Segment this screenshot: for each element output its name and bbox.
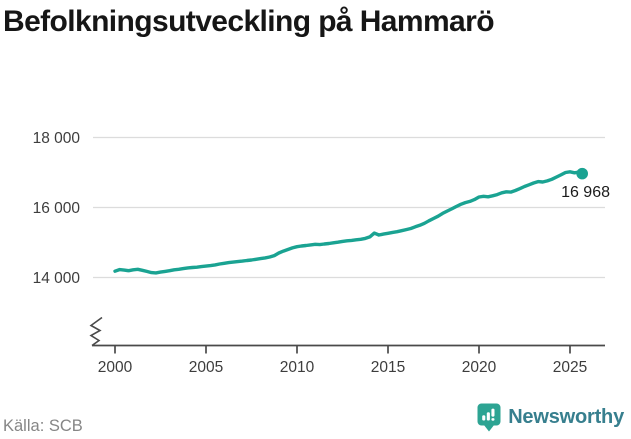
- x-tick-label: 2015: [371, 359, 405, 376]
- branding-name: Newsworthy: [508, 406, 624, 428]
- x-tick-label: 2020: [462, 359, 497, 376]
- x-tick-label: 2005: [189, 359, 223, 376]
- bar-medium: [486, 412, 491, 421]
- last-value-label: 16 968: [561, 184, 610, 201]
- population-line: [113, 170, 584, 275]
- bar-short: [482, 415, 486, 421]
- y-tick-label: 16 000: [33, 200, 81, 217]
- x-tick-label: 2025: [553, 359, 587, 376]
- y-tick-label: 14 000: [33, 270, 81, 287]
- axis-break-zigzag: [89, 316, 103, 347]
- page-title: Befolkningsutveckling på Hammarö: [3, 5, 495, 38]
- exclamation-dot: [491, 418, 495, 421]
- newsworthy-branding[interactable]: Newsworthy: [477, 403, 624, 432]
- y-tick-label: 18 000: [33, 130, 81, 147]
- source-label: Källa: SCB: [3, 417, 83, 435]
- bar-chart-speech-bubble-icon: [477, 403, 501, 432]
- x-tick-label: 2000: [98, 359, 133, 376]
- last-point-marker: [576, 167, 588, 180]
- x-tick-label: 2010: [280, 359, 315, 376]
- bar-tall: [491, 408, 495, 417]
